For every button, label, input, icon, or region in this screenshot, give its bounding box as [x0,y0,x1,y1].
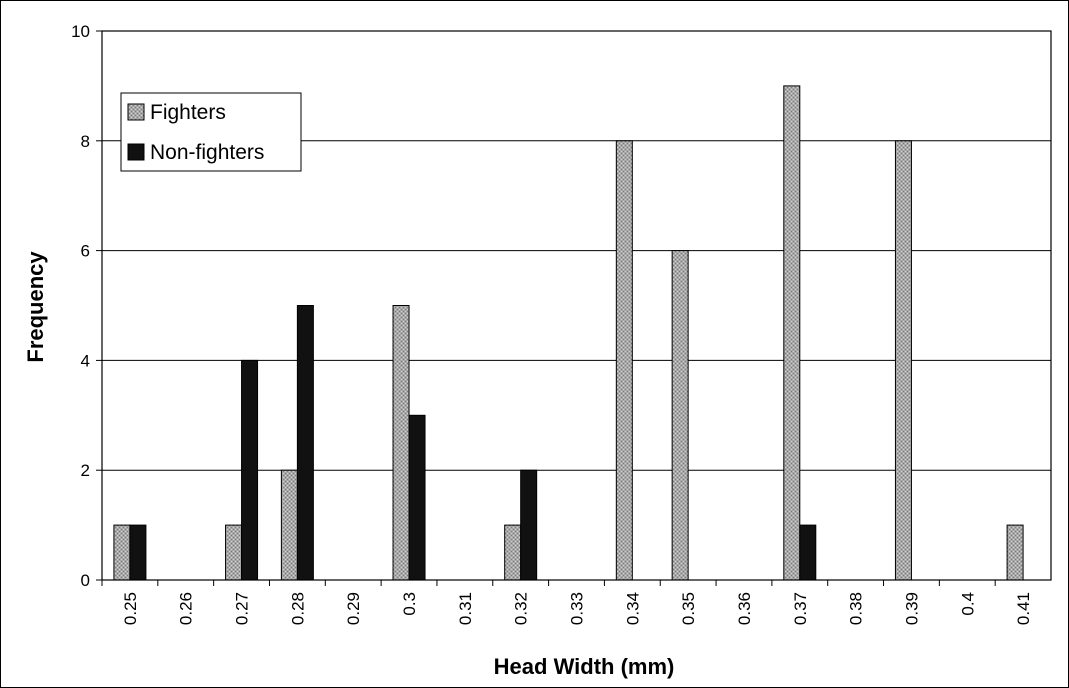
legend-swatch-non-fighters [127,143,145,161]
x-tick-label: 0.37 [791,592,810,625]
bar-fighters [615,140,633,581]
legend-swatch-fighters [127,103,145,121]
bars [113,85,1024,581]
x-tick-label: 0.36 [735,592,754,625]
legend-box [120,92,302,172]
y-tick-label: 2 [81,461,90,480]
x-tick-label: 0.32 [512,592,531,625]
legend-label-non-fighters: Non-fighters [150,141,264,164]
y-tick-labels: 0 2 4 6 8 10 [71,22,102,590]
bar-fighters [1006,524,1024,581]
x-tick-labels: 0.25 0.26 0.27 0.28 0.29 0.3 0.31 0.32 0.33 0.34 0… [101,580,1033,625]
x-axis-title: Head Width (mm) [494,654,675,679]
bar-non-fighters [408,414,426,581]
x-tick-label: 0.3 [400,592,419,616]
bar-fighters [225,524,243,581]
bar-fighters [504,524,522,581]
bar-fighters [894,140,912,581]
legend: Fighters Non-fighters [120,92,302,172]
bar-non-fighters [296,305,314,581]
x-tick-label: 0.28 [288,592,307,625]
y-tick-label: 10 [71,22,90,41]
y-tick-label: 8 [81,132,90,151]
x-tick-label: 0.34 [623,592,642,625]
x-tick-label: 0.38 [847,592,866,625]
bar-non-fighters [241,359,259,581]
y-tick-label: 4 [81,351,90,370]
x-tick-label: 0.4 [958,592,977,616]
x-tick-label: 0.33 [568,592,587,625]
y-tick-label: 6 [81,242,90,261]
bar-non-fighters [799,524,817,581]
x-tick-label: 0.31 [456,592,475,625]
x-tick-label: 0.35 [679,592,698,625]
y-tick-label: 0 [81,571,90,590]
bar-fighters [783,85,801,581]
x-tick-label: 0.25 [121,592,140,625]
bar-fighters [671,250,689,581]
x-tick-label: 0.27 [233,592,252,625]
x-tick-label: 0.26 [177,592,196,625]
bar-fighters [392,305,410,581]
x-tick-label: 0.39 [902,592,921,625]
x-tick-label: 0.41 [1014,592,1033,625]
y-axis-title: Frequency [23,251,48,363]
bar-fighters [113,524,131,581]
bar-non-fighters [129,524,147,581]
bar-non-fighters [520,469,538,581]
bar-fighters [280,469,298,581]
legend-label-fighters: Fighters [150,101,226,124]
plot-area-frame [101,30,1052,581]
x-tick-label: 0.29 [344,592,363,625]
